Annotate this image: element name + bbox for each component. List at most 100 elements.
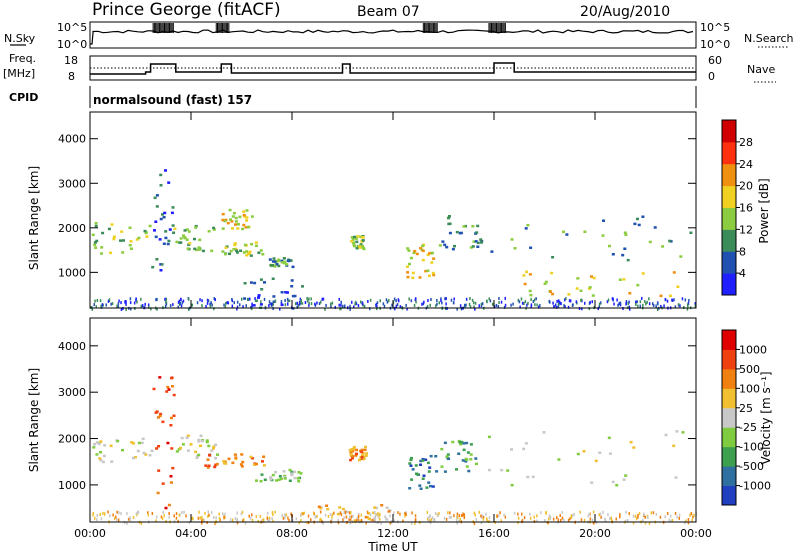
data-cell: [269, 476, 273, 479]
data-cell: [274, 510, 276, 514]
data-cell: [308, 297, 310, 301]
data-cell: [536, 519, 538, 523]
data-cell: [402, 519, 404, 523]
data-cell: [91, 233, 95, 237]
data-cell: [234, 220, 238, 223]
data-cell: [206, 298, 209, 302]
data-cell: [517, 521, 519, 525]
data-cell: [412, 251, 416, 255]
data-cell: [160, 263, 164, 266]
data-cell: [447, 216, 451, 220]
data-cell: [588, 307, 591, 311]
data-cell: [449, 511, 451, 515]
colorbar-tick-label: -1000: [739, 480, 771, 493]
data-cell: [232, 248, 236, 251]
data-cell: [271, 260, 275, 263]
data-cell: [655, 512, 658, 516]
data-cell: [568, 299, 571, 303]
data-cell: [307, 521, 310, 525]
data-cell: [281, 513, 283, 517]
data-cell: [343, 511, 345, 515]
data-cell: [117, 518, 120, 522]
data-cell: [517, 298, 520, 302]
data-cell: [290, 512, 292, 516]
data-cell: [271, 510, 274, 514]
data-cell: [170, 447, 174, 450]
data-cell: [365, 521, 367, 525]
x-tick-label: 00:00: [680, 527, 712, 540]
data-cell: [659, 294, 663, 298]
data-cell: [503, 513, 505, 517]
data-cell: [522, 447, 526, 451]
data-cell: [181, 511, 183, 514]
data-cell: [349, 448, 353, 452]
data-cell: [404, 511, 406, 515]
data-cell: [120, 512, 122, 515]
data-cell: [669, 514, 672, 518]
data-cell: [260, 300, 262, 304]
data-cell: [259, 278, 263, 281]
data-cell: [319, 510, 322, 514]
data-cell: [100, 252, 103, 255]
data-cell: [242, 519, 244, 523]
cpid-label: CPID: [9, 91, 38, 104]
data-cell: [341, 304, 344, 308]
data-cell: [408, 487, 412, 490]
colorbar-tick-label: 20: [739, 180, 753, 193]
data-cell: [259, 480, 263, 483]
data-cell: [674, 305, 677, 309]
data-cell: [207, 514, 209, 518]
data-cell: [593, 521, 595, 525]
data-cell: [234, 456, 238, 459]
data-cell: [179, 301, 181, 305]
data-cell: [231, 304, 234, 308]
data-cell: [373, 506, 377, 509]
data-cell: [199, 444, 202, 448]
data-cell: [351, 457, 354, 460]
data-cell: [245, 216, 249, 219]
data-cell: [456, 512, 459, 516]
data-cell: [461, 514, 463, 518]
data-cell: [340, 303, 342, 307]
data-cell: [177, 519, 179, 523]
data-cell: [271, 264, 274, 267]
data-cell: [536, 303, 538, 307]
data-cell: [447, 511, 449, 515]
data-cell: [185, 228, 189, 231]
data-cell: [159, 184, 163, 187]
nave-tick-bottom: 0: [708, 70, 715, 83]
data-cell: [666, 299, 669, 303]
data-cell: [679, 304, 681, 308]
data-cell: [526, 223, 530, 227]
data-cell: [453, 297, 455, 301]
data-cell: [353, 235, 356, 239]
data-cell: [316, 514, 318, 518]
data-cell: [624, 519, 627, 523]
data-cell: [352, 447, 355, 451]
data-cell: [163, 211, 167, 215]
data-cell: [601, 234, 605, 237]
data-cell: [602, 510, 604, 514]
data-cell: [187, 307, 190, 311]
data-cell: [488, 516, 491, 520]
data-cell: [233, 301, 235, 305]
data-cell: [128, 244, 132, 247]
data-cell: [206, 301, 209, 305]
data-cell: [292, 470, 296, 474]
data-cell: [429, 514, 431, 518]
data-cell: [325, 304, 327, 307]
data-cell: [201, 249, 205, 253]
data-cell: [408, 262, 411, 266]
data-cell: [692, 515, 694, 519]
data-cell: [94, 516, 96, 520]
data-cell: [438, 301, 440, 305]
data-cell: [438, 244, 442, 247]
data-cell: [92, 511, 95, 515]
data-cell: [426, 305, 429, 309]
data-cell: [212, 228, 216, 231]
data-cell: [393, 519, 396, 523]
data-cell: [164, 169, 167, 172]
colorbar-tick-label: -100: [739, 441, 764, 454]
data-cell: [542, 431, 546, 434]
data-cell: [325, 504, 329, 507]
